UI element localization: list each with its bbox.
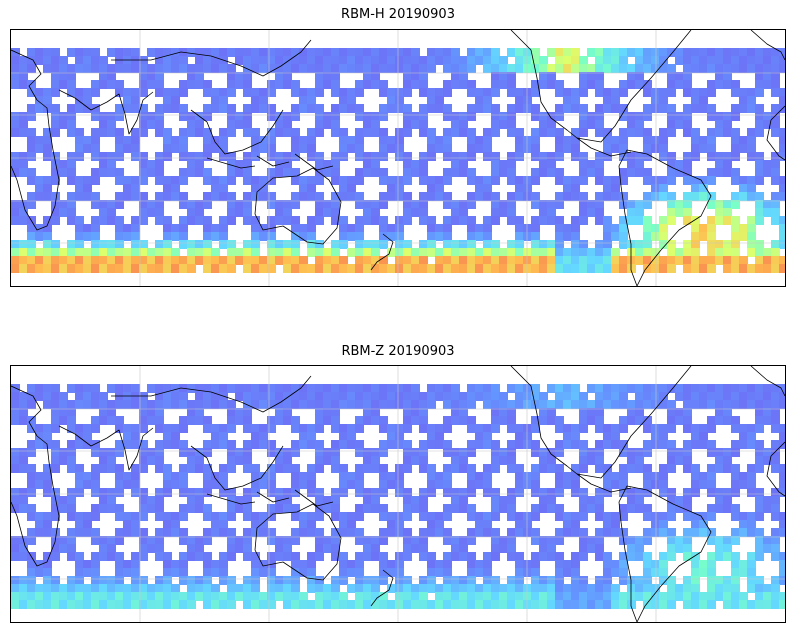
panel-title-rbm-h: RBM-H 20190903 bbox=[341, 7, 455, 22]
arabia-india-coastline bbox=[58, 425, 154, 471]
south-america-coastline bbox=[618, 485, 712, 622]
asia-coastline bbox=[111, 375, 312, 413]
africa-coastline bbox=[11, 49, 60, 231]
australia-coastline bbox=[254, 503, 342, 581]
southeast-asia-coastline bbox=[190, 445, 284, 491]
west-africa-coastline bbox=[766, 441, 785, 497]
new-zealand-coastline bbox=[370, 569, 394, 607]
map-canvas-rbm-z bbox=[11, 366, 785, 622]
africa-coastline bbox=[11, 385, 60, 567]
south-america-coastline bbox=[618, 149, 712, 286]
map-gridlines bbox=[11, 366, 785, 622]
west-africa-coastline bbox=[766, 105, 785, 161]
map-panel-rbm-z bbox=[10, 365, 786, 623]
panel-title-rbm-z: RBM-Z 20190903 bbox=[341, 344, 455, 359]
central-america-coastline bbox=[576, 137, 632, 157]
map-panel-rbm-h bbox=[10, 29, 786, 287]
coastlines bbox=[11, 30, 785, 286]
asia-coastline bbox=[111, 39, 312, 77]
new-zealand-coastline bbox=[370, 233, 394, 271]
europe-coastline bbox=[750, 30, 785, 61]
indonesia-islands bbox=[206, 153, 334, 171]
indonesia-islands bbox=[206, 489, 334, 507]
central-america-coastline bbox=[576, 473, 632, 493]
map-canvas-rbm-h bbox=[11, 30, 785, 286]
southeast-asia-coastline bbox=[190, 109, 284, 155]
arabia-india-coastline bbox=[58, 89, 154, 135]
satellite-swath-tracks bbox=[11, 48, 785, 273]
coastlines bbox=[11, 366, 785, 622]
europe-coastline bbox=[750, 366, 785, 397]
australia-coastline bbox=[254, 167, 342, 245]
